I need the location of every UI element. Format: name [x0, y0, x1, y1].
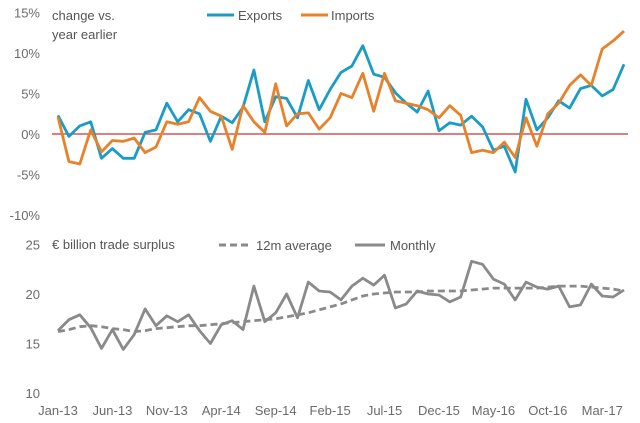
exports-line — [56, 44, 626, 174]
x-tick-label: Sep-14 — [255, 403, 297, 418]
x-tick-label: Mar-17 — [582, 403, 623, 418]
surplus-y-tick: 15 — [26, 337, 40, 352]
x-tick-label: Dec-15 — [418, 403, 460, 418]
x-tick-label: Nov-13 — [146, 403, 188, 418]
imports-line — [56, 30, 625, 166]
12m-average-line — [57, 284, 625, 333]
surplus-chart-title: € billion trade surplus — [52, 237, 175, 252]
change-y-ticks: 15% 10% 5% 0% -5% -10% — [10, 6, 41, 224]
legend-12m-average: 12m average — [219, 238, 332, 253]
x-tick-label: May-16 — [472, 403, 515, 418]
change-chart-title-line1: change vs. — [52, 8, 115, 23]
legend-imports-label: Imports — [331, 8, 375, 23]
monthly-line — [57, 259, 625, 351]
legend-monthly: Monthly — [355, 238, 436, 253]
change-chart: change vs. year earlier 15% 10% 5% 0% -5% -10… — [10, 6, 628, 224]
surplus-chart: € billion trade surplus 25 20 15 10 12m ave… — [26, 237, 625, 418]
surplus-y-tick: 20 — [26, 287, 40, 302]
change-chart-title-line2: year earlier — [52, 27, 118, 42]
legend-imports: Imports — [301, 8, 375, 23]
change-y-tick: 0% — [21, 127, 40, 142]
x-tick-label: Jul-15 — [367, 403, 402, 418]
surplus-y-tick: 10 — [26, 386, 40, 401]
x-tick-label: Jan-13 — [38, 403, 78, 418]
legend-exports: Exports — [207, 8, 283, 23]
legend-exports-label: Exports — [238, 8, 283, 23]
legend-monthly-label: Monthly — [390, 238, 436, 253]
x-tick-label: Oct-16 — [528, 403, 567, 418]
change-y-tick: -5% — [17, 168, 41, 183]
surplus-y-tick: 25 — [26, 238, 40, 253]
change-y-tick: 10% — [14, 46, 40, 61]
change-y-tick: 5% — [21, 87, 40, 102]
change-y-tick: -10% — [10, 208, 41, 223]
surplus-y-ticks: 25 20 15 10 — [26, 238, 40, 402]
x-tick-label: Jun-13 — [93, 403, 133, 418]
x-tick-label: Feb-15 — [310, 403, 351, 418]
change-y-tick: 15% — [14, 6, 40, 21]
x-tick-label: Apr-14 — [202, 403, 241, 418]
legend-12m-average-label: 12m average — [256, 238, 332, 253]
x-axis-ticks: Jan-13 Jun-13 Nov-13 Apr-14 Sep-14 Feb-15 Jul-… — [38, 403, 623, 418]
